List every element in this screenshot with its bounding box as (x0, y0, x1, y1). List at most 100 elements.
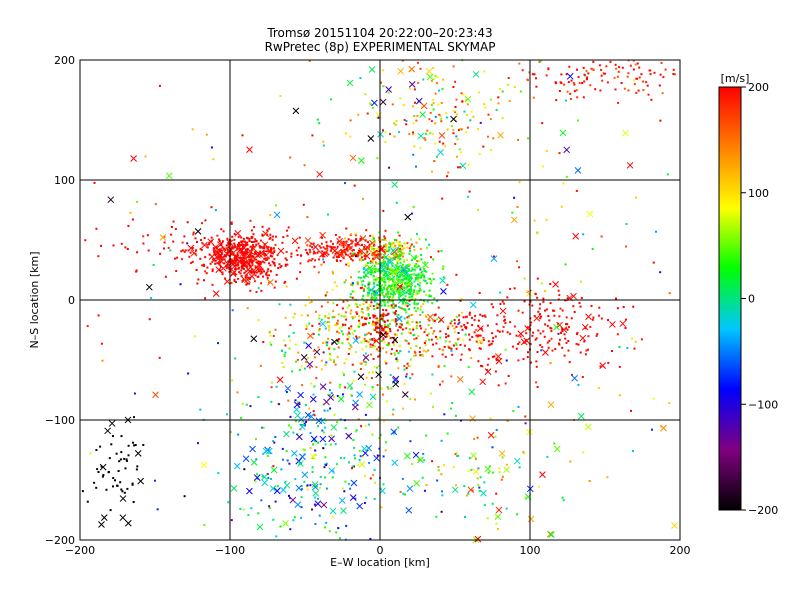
data-point (394, 313, 397, 316)
data-point (355, 238, 358, 241)
data-point (422, 349, 425, 352)
data-point (329, 240, 332, 243)
data-point (478, 490, 481, 493)
data-point (214, 262, 217, 265)
data-point (421, 476, 424, 479)
data-point (320, 368, 323, 371)
data-point (350, 239, 353, 242)
data-point (374, 481, 377, 484)
data-point (328, 347, 331, 350)
data-point (413, 354, 415, 357)
data-point (390, 319, 393, 322)
data-point (573, 90, 576, 93)
data-point (217, 262, 220, 265)
data-point-cross (400, 264, 407, 272)
data-point (423, 137, 426, 140)
data-point (518, 62, 521, 65)
data-point (602, 72, 605, 75)
data-point (414, 298, 417, 300)
data-point (382, 277, 385, 279)
data-point-cross (368, 239, 376, 247)
data-point (397, 314, 400, 316)
data-point (565, 99, 567, 102)
data-point (389, 286, 392, 289)
data-point (452, 86, 455, 88)
data-point (344, 132, 347, 135)
data-point (363, 246, 366, 248)
data-point (476, 436, 479, 439)
data-point (382, 238, 385, 241)
data-point (347, 265, 350, 267)
data-point (389, 327, 391, 330)
data-point (347, 262, 350, 265)
data-point (395, 358, 398, 361)
data-point (444, 145, 447, 148)
data-point-cross (273, 487, 281, 495)
data-point (226, 237, 229, 240)
data-point (402, 259, 405, 262)
data-point (96, 468, 99, 471)
data-point (543, 335, 546, 338)
data-point (396, 359, 399, 362)
data-point (345, 279, 347, 282)
data-point (409, 398, 412, 401)
data-point (418, 351, 421, 353)
data-point-cross (379, 331, 387, 339)
data-point (374, 278, 377, 281)
data-point (371, 261, 374, 264)
data-point (250, 258, 253, 261)
data-point (432, 343, 434, 346)
data-point (263, 247, 266, 250)
data-point (422, 279, 425, 282)
data-point (102, 474, 105, 476)
data-point (362, 268, 365, 270)
data-point (606, 476, 609, 479)
data-point (281, 447, 284, 450)
data-point (95, 486, 98, 489)
data-point (289, 339, 292, 342)
data-point (304, 360, 307, 363)
data-point (362, 315, 365, 318)
data-point (516, 513, 519, 516)
data-point (478, 91, 481, 94)
data-point (385, 400, 388, 403)
data-point (426, 300, 429, 303)
data-point (461, 100, 464, 103)
data-point (120, 242, 123, 245)
data-point (492, 336, 495, 339)
data-point (393, 344, 396, 347)
data-point (375, 251, 378, 254)
data-point (268, 262, 270, 265)
data-point (362, 303, 365, 306)
data-point-cross (397, 297, 405, 304)
data-point (544, 290, 547, 293)
data-point-cross (510, 216, 518, 224)
data-point (123, 457, 126, 460)
data-point (518, 181, 521, 184)
data-point (491, 332, 494, 335)
data-point (460, 353, 463, 356)
data-point (239, 244, 242, 246)
data-point (231, 379, 234, 382)
data-point (372, 237, 375, 240)
data-point (381, 265, 384, 268)
data-point (400, 294, 403, 297)
data-point (292, 519, 295, 522)
data-point (386, 278, 389, 281)
data-point (463, 110, 466, 113)
data-point (327, 317, 330, 319)
data-point (582, 96, 585, 99)
data-point (505, 507, 508, 510)
data-point (413, 273, 416, 276)
data-point (466, 321, 469, 324)
data-point (425, 238, 427, 241)
data-point (322, 341, 325, 344)
data-point (347, 336, 350, 339)
data-point (394, 239, 396, 241)
data-point (425, 484, 428, 487)
data-point (312, 350, 315, 352)
data-point (508, 100, 511, 103)
data-point (368, 317, 371, 319)
colorbar-tick-label: −200 (748, 504, 778, 517)
data-point (604, 72, 607, 75)
